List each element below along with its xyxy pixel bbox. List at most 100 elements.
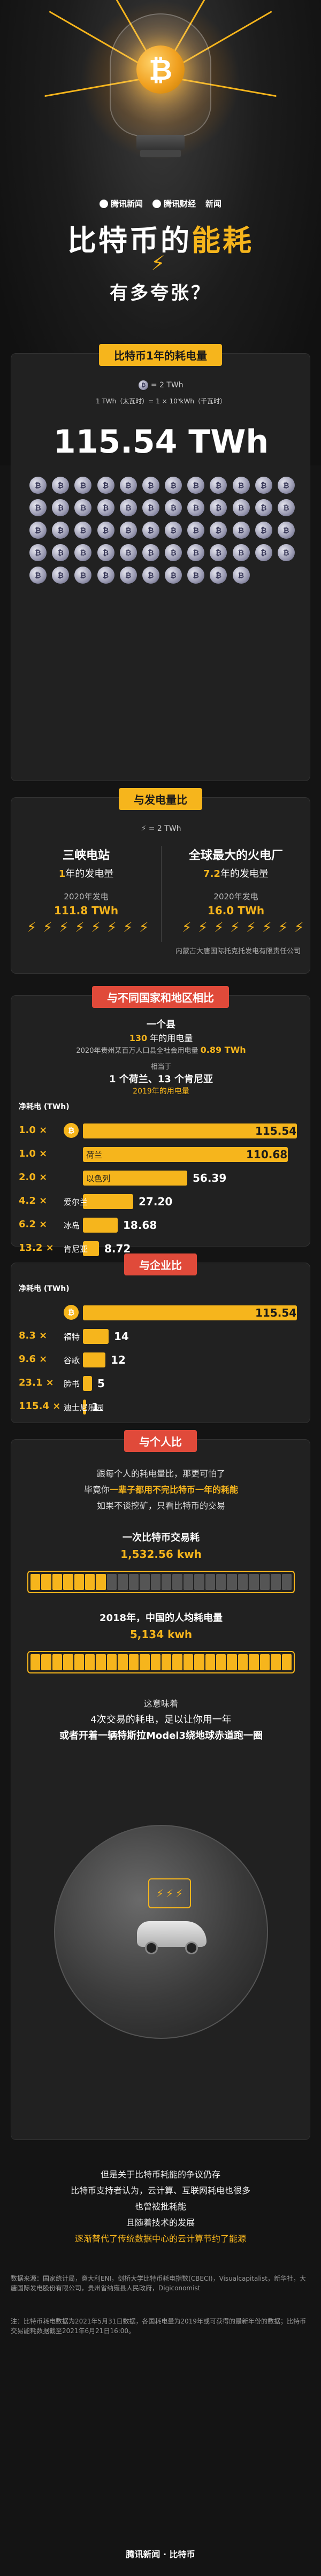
coin-icon: ₿: [210, 499, 227, 516]
compare-head: 三峡电站: [62, 849, 110, 862]
coin-icon: ₿: [119, 567, 137, 584]
power-generation-card: 与发电量比 ⚡ = 2 TWh 三峡电站 1年的发电量 2020年发电 111.…: [11, 788, 310, 974]
lightning-icon: ⚡: [151, 251, 165, 275]
multiplier-label: 6.2 ×: [19, 1219, 48, 1230]
equivalent-countries: 1 个荷兰、13 个肯尼亚: [109, 1074, 213, 1085]
coin-icon: ₿: [232, 567, 250, 584]
bar-value: 1: [91, 1401, 99, 1413]
wheel-icon: [145, 1941, 158, 1954]
strip-cell: [74, 1654, 85, 1670]
personal-card: 与个人比 跟每个人的耗电量比，那更可怕了 毕竟你一辈子都用不完比特币一年的耗能 …: [11, 1430, 310, 2140]
brand-3: 新闻: [205, 199, 222, 209]
bar-row: 9.6 × 谷歌 12: [11, 1350, 311, 1371]
compare-sub: 1年的发电量: [58, 868, 114, 880]
strip-cell: [150, 1654, 160, 1670]
coin-icon: ₿: [142, 499, 159, 516]
coin-icon: ₿: [29, 544, 47, 561]
bar: [83, 1329, 109, 1344]
meaning-2: 或者开着一辆特斯拉Model3绕地球赤道跑一圈: [59, 1730, 263, 1741]
coin-icon: ₿: [139, 380, 149, 390]
coin-icon: ₿: [187, 522, 205, 539]
coin-icon: ₿: [142, 567, 159, 584]
bulb-neck: [136, 135, 185, 150]
bar: [83, 1171, 187, 1186]
coin-icon: ₿: [74, 522, 92, 539]
bar-value: 12: [111, 1354, 126, 1366]
coin-icon: ₿: [187, 567, 205, 584]
transaction-label: 一次比特币交易耗: [123, 1532, 200, 1543]
legend-unit: ₿ = 2 TWh: [11, 380, 311, 390]
footer-section: 但是关于比特币耗能的争议仍存 比特币支持者认为，云计算、互联网耗电也很多 也曾被…: [0, 2156, 321, 2576]
bitcoin-icon: ₿: [136, 45, 185, 94]
annual-consumption-card: 比特币1年的耗电量 ₿ = 2 TWh 1 TWh（太瓦时）= 1 × 10⁹k…: [11, 344, 311, 781]
strip-cell: [259, 1574, 270, 1590]
strip-cell: [128, 1654, 139, 1670]
bar-value: 14: [114, 1330, 129, 1343]
per-capita-value: 5,134 kwh: [129, 1628, 193, 1641]
bar-name: 以色列: [86, 1174, 111, 1183]
section-pill: 与个人比: [124, 1430, 197, 1452]
brand-row: 腾讯新闻 腾讯财经 新闻: [0, 198, 321, 209]
transaction-value: 1,532.56 kwh: [120, 1548, 202, 1561]
bitcoin-icon: ₿: [64, 1305, 79, 1320]
strip-cell: [249, 1574, 259, 1590]
lightning-icon: ⚡: [27, 920, 37, 936]
coin-icon: ₿: [165, 522, 182, 539]
strip-cell: [194, 1574, 204, 1590]
coin-icon: ₿: [165, 567, 182, 584]
coin-icon: ₿: [97, 567, 114, 584]
compare-right: 全球最大的火电厂 7.2年的发电量 2020年发电 16.0 TWh: [169, 846, 303, 917]
wheel-icon: [185, 1941, 198, 1954]
coin-icon: ₿: [119, 522, 137, 539]
compare-year: 2020年发电: [213, 892, 258, 901]
coin-icon: ₿: [232, 544, 250, 561]
coin-icon: ₿: [165, 477, 182, 494]
multiplier-label: 1.0 ×: [19, 1125, 48, 1136]
bar-row: 1.0 × ₿ 115.54: [11, 1121, 311, 1142]
coin-icon: ₿: [97, 477, 114, 494]
coin-icon: ₿: [210, 567, 227, 584]
coin-grid: ₿ ₿ ₿ ₿ ₿ ₿ ₿ ₿ ₿ ₿ ₿ ₿ ₿ ₿ ₿ ₿ ₿ ₿ ₿ ₿ ₿ ₿ ₿ ₿ ₿ ₿ ₿ ₿ ₿ ₿ ₿ ₿ ₿ ₿ ₿ ₿ ₿ ₿ ₿ ₿…: [29, 477, 297, 584]
power-generation-bolts: ⚡ ⚡ ⚡ ⚡ ⚡ ⚡ ⚡ ⚡ ⚡ ⚡ ⚡ ⚡ ⚡ ⚡ ⚡ ⚡ 内蒙古大唐国际托克托发电有限责任公司: [11, 797, 310, 974]
lightning-icon: ⚡: [294, 920, 304, 936]
page-title: 比特币的能耗: [67, 224, 254, 257]
coin-icon: ₿: [119, 477, 137, 494]
coin-icon: ₿: [187, 544, 205, 561]
coin-icon: ₿: [277, 544, 295, 561]
consumption-value: 115.54 TWh: [53, 423, 269, 461]
bar-value: 5: [97, 1377, 105, 1390]
coin-icon: ₿: [210, 544, 227, 561]
section-pill: 与企业比: [124, 1253, 197, 1275]
strip-cell: [205, 1574, 216, 1590]
compare-left: 三峡电站 1年的发电量 2020年发电 111.8 TWh: [19, 846, 153, 917]
bar-row: 23.1 × 脸书 5: [11, 1374, 311, 1394]
chart-header: 净耗电 (TWh): [11, 1098, 311, 1118]
multiplier-label: 1.0 ×: [19, 1148, 48, 1159]
strip-cell: [52, 1654, 63, 1670]
lightning-icon: ⚡: [278, 920, 288, 936]
lightning-icon: ⚡: [246, 920, 256, 936]
bar-value: 27.20: [139, 1195, 173, 1208]
page-subtitle: 有多夸张？: [110, 282, 211, 304]
plant-note: 内蒙古大唐国际托克托发电有限责任公司: [175, 947, 301, 956]
strip-cell: [150, 1574, 160, 1590]
bar-name: 福特: [64, 1332, 80, 1342]
bar-value: 110.68: [246, 1148, 288, 1161]
bar: [83, 1218, 118, 1233]
personal-p2: 毕竟你一辈子都用不完比特币一年的耗能: [83, 1485, 239, 1495]
bolt-grid-left: ⚡ ⚡ ⚡ ⚡ ⚡ ⚡ ⚡ ⚡: [27, 920, 152, 935]
bar-value: 56.39: [193, 1172, 227, 1184]
strip-cell: [30, 1654, 41, 1670]
bar: [83, 1400, 86, 1415]
bar: [83, 1147, 288, 1162]
battery-icon: ⚡ ⚡ ⚡: [148, 1878, 191, 1908]
strip-cell: [249, 1654, 259, 1670]
compare-value: 111.8 TWh: [54, 904, 119, 917]
companies-card: 与企业比 净耗电 (TWh) ₿ 115.54 8.3 × 福特 14 9.6 × 谷歌 12 2…: [11, 1253, 311, 1423]
coin-icon: ₿: [142, 522, 159, 539]
bolt-grid-right: ⚡ ⚡ ⚡ ⚡ ⚡ ⚡ ⚡ ⚡: [182, 920, 307, 935]
coin-icon: ₿: [232, 522, 250, 539]
lightning-icon: ⚡: [182, 920, 192, 936]
bar-row: 2.0 × 以色列 56.39: [11, 1168, 311, 1189]
multiplier-label: 8.3 ×: [19, 1330, 48, 1341]
